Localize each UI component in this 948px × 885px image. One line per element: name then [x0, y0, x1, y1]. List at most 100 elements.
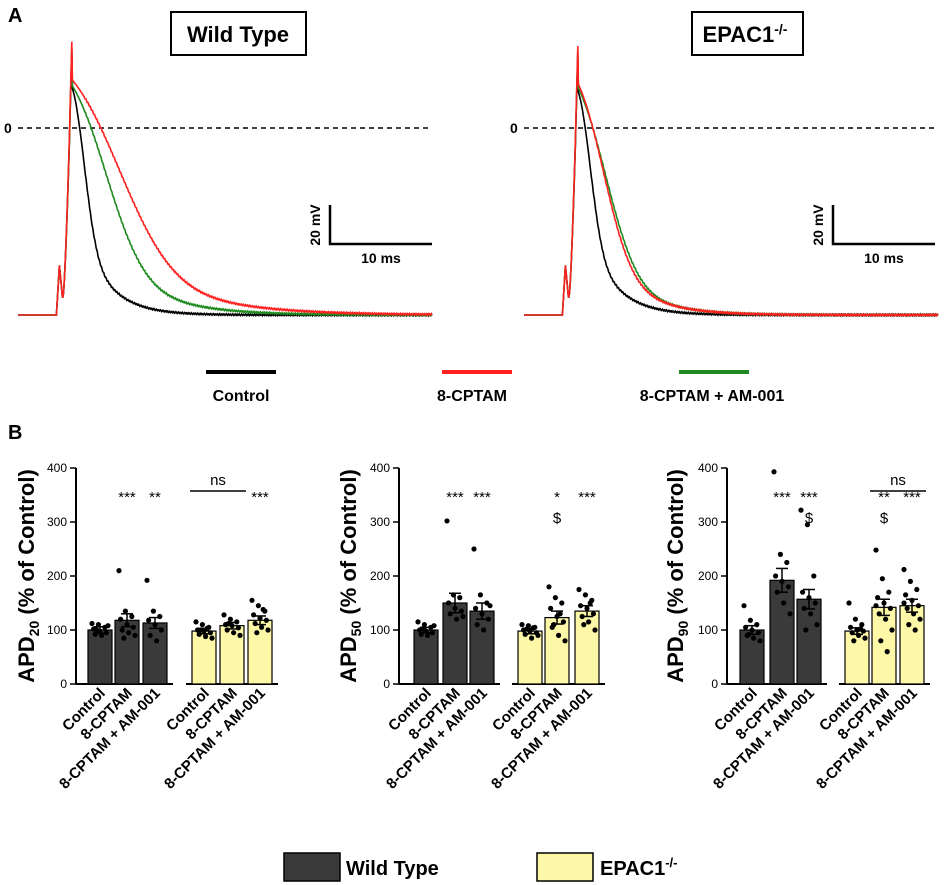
- bar-control: [413, 629, 439, 685]
- significance-stars: ***: [578, 489, 596, 506]
- data-point: [152, 622, 158, 628]
- data-point: [226, 620, 232, 627]
- data-point: [415, 619, 421, 625]
- data-point: [779, 578, 785, 585]
- bar-8-cptam-am-001: [247, 619, 273, 685]
- data-point: [89, 620, 95, 627]
- panel-b-label: B: [8, 422, 22, 444]
- y-tick-label: 100: [47, 623, 67, 637]
- trace-line-8-cptam: [524, 45, 939, 318]
- data-point: [804, 522, 811, 528]
- data-point: [460, 613, 466, 620]
- trace-line-8-cptam-am-001: [18, 48, 433, 318]
- zero-mv-label: 0: [4, 120, 12, 136]
- data-point: [798, 507, 804, 513]
- trace-line-8-cptam-am-001: [524, 50, 939, 318]
- data-point: [204, 625, 210, 631]
- data-point: [907, 578, 914, 585]
- data-point: [147, 632, 153, 639]
- data-point: [132, 632, 138, 639]
- data-point: [124, 622, 130, 628]
- y-tick-label: 0: [60, 677, 67, 691]
- y-tick-label: 400: [47, 461, 67, 475]
- data-point: [487, 603, 493, 609]
- data-point: [578, 603, 584, 609]
- data-point: [431, 623, 437, 629]
- legend-swatch-epac1: [536, 852, 594, 882]
- data-point: [249, 597, 255, 603]
- data-point: [879, 576, 886, 582]
- y-tick-label: 200: [698, 569, 718, 583]
- y-tick-label: 100: [698, 623, 718, 637]
- data-point: [129, 613, 135, 620]
- data-point: [234, 619, 240, 625]
- data-point: [881, 600, 887, 606]
- significance-dollar: $: [880, 510, 889, 527]
- data-point: [546, 584, 552, 590]
- panel-a-label: A: [8, 5, 22, 27]
- y-tick-label: 300: [47, 515, 67, 529]
- bar-control: [87, 629, 113, 685]
- data-point: [551, 622, 557, 628]
- data-point: [579, 613, 585, 620]
- data-point: [237, 632, 243, 639]
- data-point: [903, 592, 909, 598]
- data-point: [121, 635, 127, 641]
- y-tick-label: 100: [370, 623, 390, 637]
- data-point: [876, 611, 882, 617]
- data-point: [754, 622, 760, 628]
- scale-bar-voltage-label: 20 mV: [810, 204, 826, 246]
- data-point: [457, 595, 463, 601]
- data-point: [785, 584, 792, 590]
- data-point: [862, 635, 868, 641]
- scale-bar: [831, 205, 935, 246]
- data-point: [519, 622, 525, 628]
- y-tick-label: 200: [370, 569, 390, 583]
- y-tick-label: 0: [383, 677, 390, 691]
- data-point: [849, 630, 855, 636]
- trace-line-control: [524, 54, 939, 318]
- y-tick-label: 200: [47, 569, 67, 583]
- data-point: [144, 577, 150, 583]
- data-point: [116, 568, 122, 574]
- bar-8-cptam-am-001: [469, 610, 495, 685]
- data-point: [450, 592, 456, 598]
- data-point: [209, 635, 215, 641]
- data-point: [231, 630, 237, 636]
- trace-lines: [524, 45, 939, 318]
- trace-panel-epac1: EPAC1-/- 0 20 mV 10 ms: [510, 11, 939, 318]
- data-point: [257, 615, 263, 621]
- significance-dollar: $: [805, 510, 814, 527]
- data-point: [806, 595, 812, 601]
- data-point: [560, 619, 567, 625]
- scale-bar-time-label: 10 ms: [864, 250, 904, 266]
- data-point: [584, 605, 590, 612]
- data-point: [103, 630, 109, 636]
- data-point: [446, 600, 452, 606]
- data-point: [859, 622, 865, 628]
- data-point: [906, 622, 912, 628]
- data-point: [99, 632, 105, 639]
- significance-stars: **: [878, 489, 890, 506]
- data-point: [477, 592, 483, 598]
- data-point: [749, 627, 755, 633]
- bar-8-cptam: [544, 616, 570, 685]
- data-point: [198, 627, 204, 633]
- data-point: [883, 616, 889, 622]
- data-point: [576, 586, 582, 593]
- data-point: [777, 551, 784, 558]
- significance-stars: ***: [118, 489, 136, 506]
- data-point: [259, 624, 265, 630]
- scale-bar: [328, 205, 432, 246]
- data-point: [751, 635, 757, 641]
- data-point: [265, 627, 271, 633]
- data-point: [548, 605, 554, 612]
- data-point: [552, 595, 559, 601]
- data-point: [914, 586, 920, 593]
- data-point: [856, 632, 862, 639]
- data-point: [421, 622, 427, 628]
- data-point: [562, 638, 568, 644]
- data-point: [590, 611, 597, 617]
